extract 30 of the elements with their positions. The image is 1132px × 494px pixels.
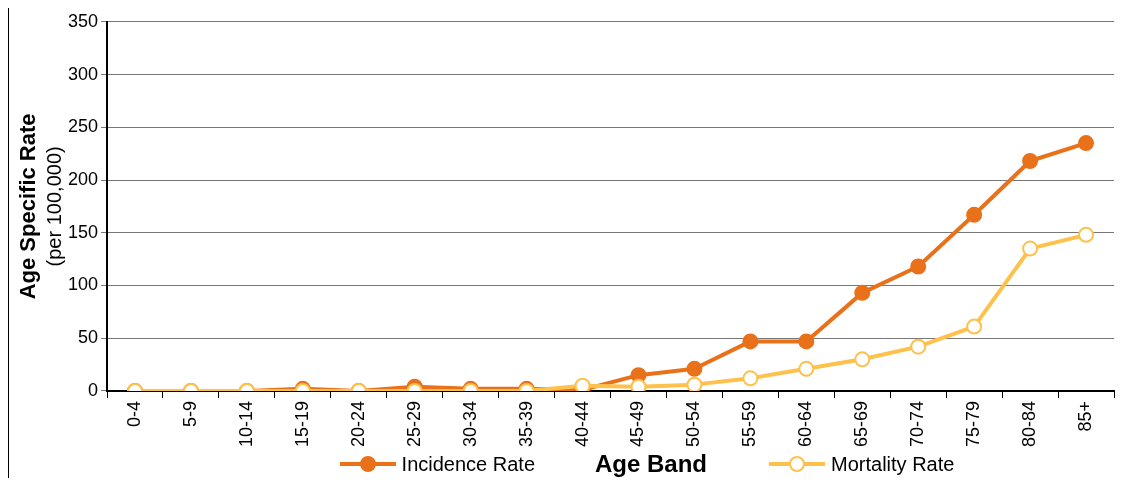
- y-tick-label: 350: [67, 10, 99, 31]
- x-tick-label: 40-44: [571, 400, 592, 448]
- legend-label: Incidence Rate: [401, 452, 536, 476]
- y-tick-label: 250: [67, 116, 99, 137]
- x-tick-label: 0-4: [123, 400, 144, 427]
- x-tick-label: 70-74: [907, 400, 928, 448]
- x-tick-label: 55-59: [739, 400, 760, 448]
- x-tick-label: 75-79: [963, 400, 984, 448]
- x-tick-label: 5-9: [179, 400, 200, 427]
- x-tick-label: 10-14: [235, 400, 256, 448]
- y-tick-label: 300: [67, 63, 99, 84]
- x-tick-label: 80-84: [1019, 400, 1040, 448]
- x-tick-label: 50-54: [683, 400, 704, 448]
- x-axis-title: Age Band: [595, 450, 708, 478]
- x-tick-label: 45-49: [627, 400, 648, 448]
- x-tick-label: 35-39: [515, 400, 536, 448]
- x-tick-label: 60-64: [795, 400, 816, 448]
- x-tick-label: 20-24: [347, 400, 368, 448]
- y-tick-label: 0: [88, 379, 99, 400]
- y-tick-label: 200: [67, 168, 99, 189]
- x-tick-label: 30-34: [459, 400, 480, 448]
- y-tick-label: 150: [67, 221, 99, 242]
- x-tick-label: 65-69: [851, 400, 872, 448]
- y-axis-title: Age Specific Rate (per 100,000): [15, 113, 65, 300]
- x-tick-label: 85+: [1075, 400, 1095, 432]
- x-tick-label: 25-29: [403, 400, 424, 448]
- legend-label: Mortality Rate: [831, 452, 955, 476]
- y-tick-label: 50: [78, 327, 99, 348]
- x-tick-label: 15-19: [291, 400, 312, 448]
- y-tick-label: 100: [67, 274, 99, 295]
